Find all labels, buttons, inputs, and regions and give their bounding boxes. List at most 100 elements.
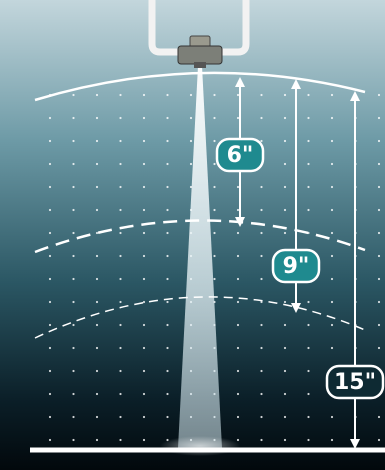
grid-dot [330, 300, 334, 304]
grid-dot [330, 208, 334, 212]
grid-dot [260, 254, 263, 258]
grid-dot [119, 208, 122, 212]
grid-dot [377, 346, 381, 350]
grid-dot [189, 162, 193, 166]
grid-dot [119, 162, 122, 166]
nozzle-body [177, 45, 223, 65]
grid-dot [95, 162, 99, 166]
grid-dot [72, 116, 75, 120]
grid-dot [72, 93, 75, 97]
grid-dot [119, 300, 122, 304]
grid-dot [236, 185, 240, 189]
grid-dot [283, 208, 287, 212]
grid-dot [142, 392, 146, 396]
grid-dot [236, 208, 240, 212]
grid-dot [330, 139, 334, 143]
grid-dot [307, 116, 310, 120]
arc-9in [34, 219, 366, 254]
grid-dot [72, 369, 75, 373]
grid-dot [95, 93, 99, 97]
grid-dot [95, 254, 99, 258]
grid-dot [283, 300, 287, 304]
label-box [325, 364, 385, 400]
grid-dot [330, 277, 334, 281]
grid-dot [119, 254, 122, 258]
grid-dot [142, 231, 146, 235]
grid-dot [283, 139, 287, 143]
grid-dot [377, 438, 381, 442]
grid-dot [236, 438, 240, 442]
grid-dot [236, 346, 240, 350]
grid-dot [95, 323, 99, 327]
grid-dot [236, 369, 240, 373]
grid-dot [307, 438, 310, 442]
grid-dot [283, 93, 287, 97]
grid-dot [119, 346, 122, 350]
grid-dot [166, 254, 169, 258]
grid-dot [330, 162, 334, 166]
grid-dot [48, 116, 52, 120]
grid-dot [166, 392, 169, 396]
grid-dot [260, 185, 263, 189]
grid-dot [119, 116, 122, 120]
grid-dot [283, 231, 287, 235]
grid-dot [72, 277, 75, 281]
grid-dot [142, 185, 146, 189]
label-box [215, 137, 265, 173]
grid-dot [166, 369, 169, 373]
grid-dot [142, 162, 146, 166]
grid-dot [166, 185, 169, 189]
grid-dot [72, 392, 75, 396]
grid-dot [142, 323, 146, 327]
grid-dot [166, 208, 169, 212]
distance-label: 15" [334, 370, 376, 395]
grid-dot [213, 162, 216, 166]
grid-dot [95, 139, 99, 143]
grid-dot [260, 392, 263, 396]
grid-dot [72, 185, 75, 189]
grid-dot [236, 277, 240, 281]
grid-dot [377, 185, 381, 189]
grid-dot [72, 346, 75, 350]
grid-dot [260, 208, 263, 212]
grid-dot [330, 323, 334, 327]
grid-dot [330, 415, 334, 419]
grid-dot [377, 139, 381, 143]
grid-dot [260, 323, 263, 327]
grid-dot [142, 346, 146, 350]
grid-dot [72, 300, 75, 304]
grid-dot [377, 254, 381, 258]
spray-impact [160, 436, 240, 456]
grid-dot [213, 93, 216, 97]
grid-dot [166, 231, 169, 235]
grid-dot [236, 415, 240, 419]
grid-dot [189, 139, 193, 143]
grid-dot [166, 346, 169, 350]
grid-dot [72, 139, 75, 143]
grid-dot [307, 93, 310, 97]
grid-dot [236, 254, 240, 258]
grid-dot [166, 162, 169, 166]
spray-stream [178, 66, 222, 448]
grid-dot [166, 300, 169, 304]
grid-dot [95, 277, 99, 281]
grid-dot [48, 415, 52, 419]
grid-dot [72, 323, 75, 327]
grid-dot [213, 208, 216, 212]
grid-dot [95, 185, 99, 189]
grid-dot [236, 116, 240, 120]
grid-dot [189, 185, 193, 189]
grid-dot [119, 415, 122, 419]
grid-dot [48, 277, 52, 281]
grid-dot [95, 438, 99, 442]
grid-dot [236, 392, 240, 396]
grid-dot [166, 139, 169, 143]
grid-dot [330, 254, 334, 258]
grid-dot [95, 208, 99, 212]
arc-15in [34, 296, 366, 339]
grid-dot [142, 415, 146, 419]
grid-dot [283, 415, 287, 419]
grid-dot [48, 162, 52, 166]
grid-dot [330, 116, 334, 120]
grid-dot [213, 254, 216, 258]
